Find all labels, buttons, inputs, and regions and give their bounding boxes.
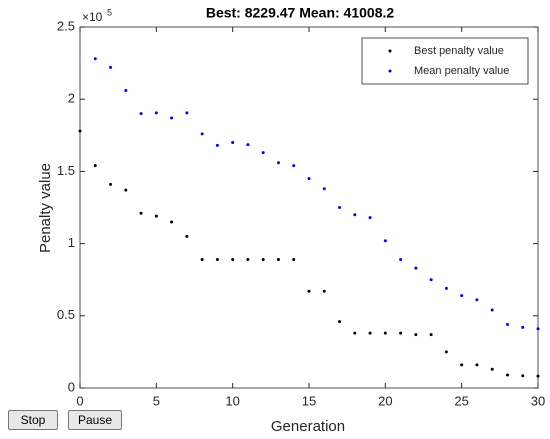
y-tick-label: 0 <box>68 379 75 394</box>
stop-button[interactable]: Stop <box>8 410 58 430</box>
point <box>139 211 143 215</box>
x-axis-label: Generation <box>271 418 345 435</box>
x-tick-label: 15 <box>302 393 316 408</box>
point <box>215 143 219 147</box>
point <box>109 65 113 69</box>
legend-box <box>361 37 529 85</box>
point <box>292 257 296 261</box>
point <box>536 327 540 331</box>
point <box>414 333 418 337</box>
legend-label: Best penalty value <box>414 45 504 57</box>
y-exponent: ×10 <box>82 10 103 24</box>
point <box>276 257 280 261</box>
point <box>200 132 204 136</box>
point <box>292 164 296 168</box>
point <box>460 363 464 367</box>
point <box>521 374 525 378</box>
point <box>505 373 509 377</box>
point <box>353 213 357 217</box>
point <box>261 151 265 155</box>
x-tick-label: 0 <box>76 393 83 408</box>
chart-title: Best: 8229.47 Mean: 41008.2 <box>206 5 395 21</box>
x-tick-label: 20 <box>378 393 392 408</box>
point <box>276 161 280 165</box>
x-tick-label: 25 <box>454 393 468 408</box>
point <box>124 188 128 192</box>
point <box>139 112 143 116</box>
point <box>338 320 342 324</box>
point <box>307 289 311 293</box>
point <box>231 257 235 261</box>
point <box>475 363 479 367</box>
point <box>200 257 204 261</box>
point <box>460 294 464 298</box>
point <box>322 289 326 293</box>
point <box>536 374 540 378</box>
point <box>185 111 189 115</box>
point <box>368 216 372 220</box>
point <box>307 177 311 181</box>
point <box>185 234 189 238</box>
point <box>490 367 494 371</box>
y-exponent-power: 5 <box>107 7 112 17</box>
point <box>368 331 372 335</box>
point <box>399 331 403 335</box>
point <box>154 111 158 115</box>
point <box>124 89 128 93</box>
point <box>353 331 357 335</box>
point <box>78 129 82 133</box>
point <box>246 257 250 261</box>
point <box>429 333 433 337</box>
point <box>109 182 113 186</box>
point <box>246 143 250 147</box>
x-tick-label: 5 <box>153 393 160 408</box>
point <box>475 298 479 302</box>
point <box>93 164 97 168</box>
y-tick-label: 0.5 <box>57 307 75 322</box>
legend-marker <box>388 49 392 53</box>
point <box>383 331 387 335</box>
x-tick-label: 10 <box>225 393 239 408</box>
y-tick-label: 1 <box>68 235 75 250</box>
point <box>322 187 326 191</box>
pause-button[interactable]: Pause <box>68 410 122 430</box>
point <box>490 308 494 312</box>
point <box>444 286 448 290</box>
point <box>383 239 387 243</box>
y-tick-label: 2 <box>68 91 75 106</box>
point <box>444 350 448 354</box>
point <box>338 206 342 209</box>
y-axis-label: Penalty value <box>37 163 54 253</box>
point <box>429 278 433 282</box>
x-tick-label: 30 <box>531 393 545 408</box>
y-tick-label: 2.5 <box>57 18 75 33</box>
point <box>154 214 158 218</box>
legend-label: Mean penalty value <box>414 65 509 77</box>
point <box>231 141 235 145</box>
point <box>93 57 97 61</box>
point <box>215 257 219 261</box>
point <box>170 116 174 120</box>
point <box>505 322 509 326</box>
legend-marker <box>388 69 392 73</box>
y-tick-label: 1.5 <box>57 163 75 178</box>
point <box>399 257 403 261</box>
point <box>170 220 174 224</box>
point <box>261 257 265 261</box>
point <box>521 325 525 329</box>
point <box>414 266 418 270</box>
